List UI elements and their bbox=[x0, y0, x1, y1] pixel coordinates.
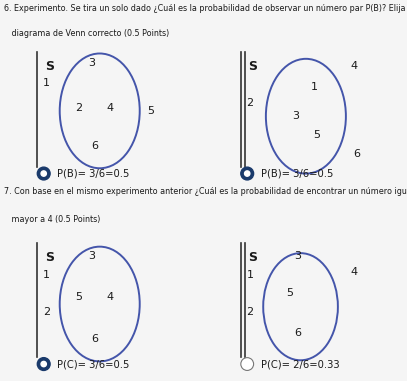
Text: 4: 4 bbox=[350, 267, 357, 277]
Text: P(B)= 3/6=0.5: P(B)= 3/6=0.5 bbox=[57, 168, 129, 179]
Text: 5: 5 bbox=[75, 292, 82, 303]
Text: 4: 4 bbox=[350, 61, 357, 70]
Text: 2: 2 bbox=[75, 103, 82, 113]
Text: S: S bbox=[45, 251, 54, 264]
Text: P(C)= 3/6=0.5: P(C)= 3/6=0.5 bbox=[57, 359, 129, 369]
Text: 3: 3 bbox=[292, 111, 299, 121]
Circle shape bbox=[37, 167, 50, 180]
Text: 1: 1 bbox=[311, 82, 317, 92]
Circle shape bbox=[41, 171, 46, 176]
Text: 4: 4 bbox=[107, 292, 114, 303]
Circle shape bbox=[241, 358, 254, 370]
Text: 6: 6 bbox=[353, 149, 360, 158]
Text: S: S bbox=[249, 60, 258, 73]
Text: mayor a 4 (0.5 Points): mayor a 4 (0.5 Points) bbox=[4, 215, 101, 224]
Text: 3: 3 bbox=[88, 58, 95, 68]
Text: 1: 1 bbox=[43, 270, 50, 280]
Text: 7. Con base en el mismo experimento anterior ¿Cuál es la probabilidad de encontr: 7. Con base en el mismo experimento ante… bbox=[4, 187, 407, 196]
Circle shape bbox=[37, 358, 50, 370]
Text: 1: 1 bbox=[246, 270, 254, 280]
Text: P(C)= 2/6=0.33: P(C)= 2/6=0.33 bbox=[260, 359, 339, 369]
Circle shape bbox=[245, 171, 250, 176]
Text: diagrama de Venn correcto (0.5 Points): diagrama de Venn correcto (0.5 Points) bbox=[4, 29, 169, 38]
Text: 6: 6 bbox=[91, 141, 98, 150]
Text: S: S bbox=[249, 251, 258, 264]
Text: 6. Experimento. Se tira un solo dado ¿Cuál es la probabilidad de observar un núm: 6. Experimento. Se tira un solo dado ¿Cu… bbox=[4, 4, 407, 13]
Text: 4: 4 bbox=[107, 103, 114, 113]
Circle shape bbox=[41, 361, 46, 367]
Text: 2: 2 bbox=[43, 307, 50, 317]
Text: 5: 5 bbox=[313, 130, 320, 140]
Text: P(B)= 3/6=0.5: P(B)= 3/6=0.5 bbox=[260, 168, 333, 179]
Text: 3: 3 bbox=[294, 251, 301, 261]
Text: 2: 2 bbox=[246, 98, 254, 108]
Text: 2: 2 bbox=[246, 307, 254, 317]
Text: 3: 3 bbox=[88, 251, 95, 261]
Circle shape bbox=[241, 167, 254, 180]
Text: 1: 1 bbox=[43, 78, 50, 88]
Text: 5: 5 bbox=[147, 106, 154, 116]
Text: S: S bbox=[45, 60, 54, 73]
Text: 5: 5 bbox=[287, 288, 293, 298]
Text: 6: 6 bbox=[294, 328, 301, 338]
Text: 6: 6 bbox=[91, 334, 98, 344]
